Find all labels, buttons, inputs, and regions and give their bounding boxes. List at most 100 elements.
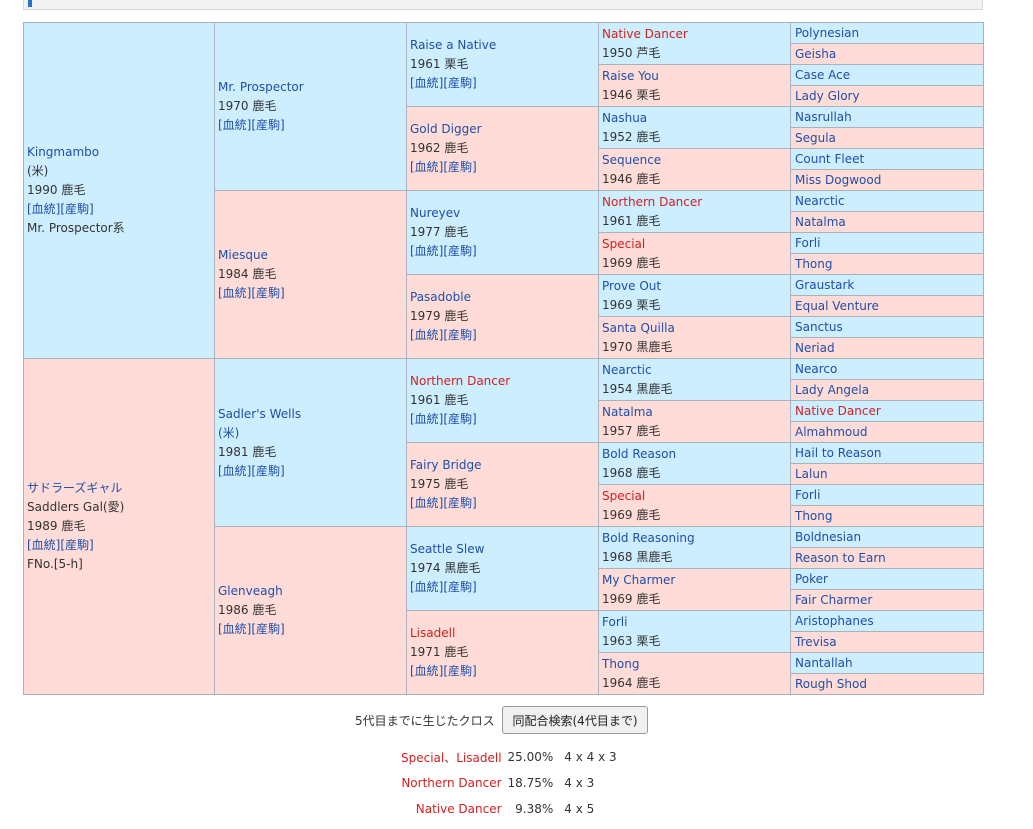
horse-name-link[interactable]: Aristophanes [795, 614, 874, 628]
horse-name-link[interactable]: Fairy Bridge [410, 458, 482, 472]
pedigree-link[interactable]: [血統] [410, 76, 444, 90]
horse-name-link[interactable]: Seattle Slew [410, 542, 485, 556]
horse-name-link[interactable]: Polynesian [795, 26, 860, 40]
horse-name-link[interactable]: Forli [602, 614, 628, 629]
horse-name-link[interactable]: Northern Dancer [410, 374, 511, 388]
offspring-link[interactable]: [産駒] [251, 286, 285, 300]
horse-name-link[interactable]: Lisadell [410, 626, 456, 640]
horse-name-link[interactable]: Thong [602, 656, 640, 671]
horse-name-link[interactable]: Santa Quilla [602, 320, 675, 335]
horse-name-link[interactable]: Graustark [795, 278, 855, 292]
gen5-cell: Nearco [790, 358, 984, 380]
pedigree-row: Special 1969 鹿毛 Forli [24, 484, 984, 527]
horse-name-link[interactable]: Nearctic [602, 362, 652, 377]
horse-name-link[interactable]: Pasadoble [410, 290, 471, 304]
offspring-link[interactable]: [産駒] [251, 118, 285, 132]
offspring-link[interactable]: [産駒] [443, 244, 477, 258]
horse-name-link[interactable]: Forli [795, 236, 821, 250]
horse-name-link[interactable]: Special [602, 236, 646, 251]
horse-name-link[interactable]: Native Dancer [602, 26, 688, 41]
horse-name-link[interactable]: Boldnesian [795, 530, 862, 544]
horse-name-link[interactable]: Neriad [795, 341, 835, 355]
horse-name-link[interactable]: Gold Digger [410, 122, 482, 136]
horse-name-link[interactable]: Hail to Reason [795, 446, 882, 460]
pedigree-link[interactable]: [血統] [218, 463, 252, 478]
horse-name-link[interactable]: Case Ace [795, 68, 851, 82]
horse-name-link[interactable]: Miss Dogwood [795, 173, 882, 187]
horse-name-link[interactable]: Bold Reason [602, 446, 677, 461]
horse-name-link[interactable]: サドラーズギャル [27, 481, 123, 495]
horse-name-link[interactable]: Thong [795, 257, 833, 271]
horse-name-link[interactable]: Count Fleet [795, 152, 865, 166]
offspring-link[interactable]: [産駒] [443, 328, 477, 342]
horse-name-link[interactable]: Kingmambo [27, 145, 100, 159]
horse-name-link[interactable]: Special [602, 488, 646, 503]
pedigree-link[interactable]: [血統] [410, 496, 444, 510]
horse-name-link[interactable]: Forli [795, 488, 821, 502]
horse-name-link[interactable]: Segula [795, 131, 836, 145]
offspring-link[interactable]: [産駒] [60, 538, 94, 552]
pedigree-link[interactable]: [血統] [27, 202, 61, 216]
horse-name-link[interactable]: Nearctic [795, 194, 845, 208]
horse-name-link[interactable]: Sadler's Wells [218, 406, 302, 421]
horse-name-link[interactable]: Lalun [795, 467, 828, 481]
offspring-link[interactable]: [産駒] [443, 664, 477, 678]
horse-name-link[interactable]: Natalma [602, 404, 653, 419]
horse-name-link[interactable]: Reason to Earn [795, 551, 886, 565]
horse-name-link[interactable]: Geisha [795, 47, 837, 61]
horse-name-link[interactable]: Thong [795, 509, 833, 523]
horse-name-link[interactable]: Native Dancer [795, 404, 881, 418]
horse-name-link[interactable]: Nantallah [795, 656, 853, 670]
horse-name-link[interactable]: Raise a Native [410, 38, 497, 52]
pedigree-link[interactable]: [血統] [218, 622, 252, 636]
offspring-link[interactable]: [産駒] [443, 412, 477, 426]
horse-name-link[interactable]: Natalma [795, 215, 846, 229]
horse-name-link[interactable]: Glenveagh [218, 584, 283, 598]
horse-name-link[interactable]: Rough Shod [795, 677, 867, 691]
horse-name-link[interactable]: Nashua [602, 110, 648, 125]
offspring-link[interactable]: [産駒] [443, 580, 477, 594]
horse-name-link[interactable]: Trevisa [795, 635, 837, 649]
gen2-cell: Miesque 1984 鹿毛 [血統][産駒] [214, 190, 407, 359]
pedigree-link[interactable]: [血統] [410, 580, 444, 594]
horse-origin: (米) [218, 425, 240, 440]
offspring-link[interactable]: [産駒] [251, 463, 285, 478]
pedigree-link[interactable]: [血統] [410, 160, 444, 174]
pedigree-link[interactable]: [血統] [410, 412, 444, 426]
offspring-link[interactable]: [産駒] [60, 202, 94, 216]
cross-name-link[interactable]: Northern Dancer [401, 776, 502, 790]
horse-name-link[interactable]: Sequence [602, 152, 662, 167]
offspring-link[interactable]: [産駒] [251, 622, 285, 636]
horse-name-link[interactable]: Lady Glory [795, 89, 860, 103]
pedigree-link[interactable]: [血統] [410, 244, 444, 258]
horse-name-link[interactable]: Mr. Prospector [218, 80, 304, 94]
horse-name-link[interactable]: Northern Dancer [602, 194, 703, 209]
offspring-link[interactable]: [産駒] [443, 76, 477, 90]
pedigree-link[interactable]: [血統] [410, 664, 444, 678]
horse-name-link[interactable]: Bold Reasoning [602, 530, 695, 545]
horse-name-link[interactable]: Almahmoud [795, 425, 868, 439]
horse-name-link[interactable]: Nasrullah [795, 110, 852, 124]
horse-name-link[interactable]: Equal Venture [795, 299, 879, 313]
horse-name-link[interactable]: Poker [795, 572, 828, 586]
horse-detail: 1946 栗毛 [602, 87, 661, 102]
offspring-link[interactable]: [産駒] [443, 496, 477, 510]
pedigree-link[interactable]: [血統] [218, 286, 252, 300]
cross-name-link[interactable]: Native Dancer [415, 802, 502, 816]
horse-name-link[interactable]: Sanctus [795, 320, 843, 334]
horse-name-link[interactable]: Prove Out [602, 278, 662, 293]
same-mating-search-button[interactable]: 同配合検索(4代目まで) [502, 706, 648, 734]
horse-name-link[interactable]: Lady Angela [795, 383, 870, 397]
horse-name-link[interactable]: Nearco [795, 362, 838, 376]
cross-name-link[interactable]: Special、Lisadell [401, 750, 502, 765]
horse-name-link[interactable]: Nureyev [410, 206, 461, 220]
horse-name-link[interactable]: Raise You [602, 68, 659, 83]
horse-name-link[interactable]: Miesque [218, 248, 268, 262]
pedigree-link[interactable]: [血統] [27, 538, 61, 552]
pedigree-link[interactable]: [血統] [218, 118, 252, 132]
horse-name-link[interactable]: My Charmer [602, 572, 676, 587]
horse-name-link[interactable]: Fair Charmer [795, 593, 873, 607]
link-group: [血統][産駒] [410, 74, 595, 93]
offspring-link[interactable]: [産駒] [443, 160, 477, 174]
pedigree-link[interactable]: [血統] [410, 328, 444, 342]
